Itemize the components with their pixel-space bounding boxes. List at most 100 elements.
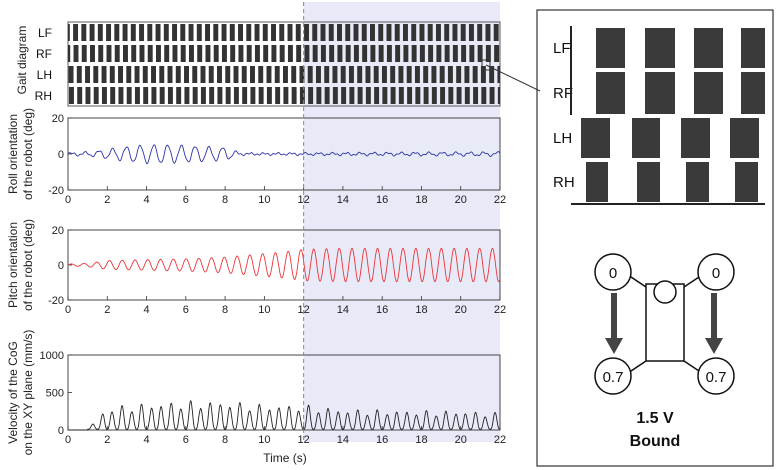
gait-bar xyxy=(254,24,260,41)
gait-bar xyxy=(250,87,256,104)
inset-gait-bar xyxy=(581,118,610,158)
gait-bar xyxy=(370,45,376,62)
x-tick-label: 2 xyxy=(104,434,110,446)
inset-gait-bar xyxy=(681,118,710,158)
gait-bar xyxy=(217,87,223,104)
gait-bar xyxy=(497,87,500,104)
gait-bar xyxy=(200,87,206,104)
x-tick-label: 6 xyxy=(183,194,189,206)
gait-bar xyxy=(106,45,112,62)
node-right-top-label: 0 xyxy=(712,265,720,282)
gait-bar xyxy=(411,45,417,62)
gait-bar xyxy=(188,24,194,41)
inset-leg-label-lf: LF xyxy=(553,40,571,57)
gait-bar xyxy=(427,24,433,41)
gait-bar xyxy=(176,87,182,104)
gait-bar xyxy=(163,24,169,41)
gait-bar xyxy=(456,66,462,83)
gait-frame xyxy=(67,21,501,107)
gait-bar xyxy=(147,45,153,62)
gait-bar xyxy=(460,24,466,41)
gait-bar xyxy=(406,66,412,83)
gait-bar xyxy=(485,45,491,62)
gait-bar xyxy=(353,45,359,62)
gait-bar xyxy=(77,87,83,104)
gait-bar xyxy=(76,66,82,83)
gait-bar xyxy=(447,66,453,83)
inset-gait-bar xyxy=(694,28,723,68)
gait-bar xyxy=(254,45,260,62)
x-tick-label: 8 xyxy=(222,304,228,316)
gait-bar xyxy=(230,45,236,62)
gait-bar xyxy=(452,24,458,41)
gait-bar xyxy=(246,45,252,62)
gait-bar xyxy=(159,87,165,104)
bound-graph: 0 0 0.7 0.7 xyxy=(594,253,735,395)
gait-bar xyxy=(419,24,425,41)
series-line xyxy=(67,144,501,165)
gait-bar xyxy=(205,24,211,41)
gait-bar xyxy=(114,24,120,41)
gait-bar xyxy=(123,45,128,62)
gait-bar xyxy=(307,66,313,83)
gait-bar xyxy=(164,45,170,62)
gait-bar xyxy=(68,45,71,62)
gait-bar xyxy=(381,66,387,83)
gait-bar xyxy=(440,87,446,104)
gait-bar xyxy=(109,66,115,83)
gait-bar xyxy=(320,24,326,41)
gait-bar xyxy=(271,24,276,41)
series-line xyxy=(67,247,501,283)
gait-bar xyxy=(357,87,363,104)
x-tick-label: 22 xyxy=(494,194,506,206)
gait-bar xyxy=(431,66,437,83)
inset-gait-bar xyxy=(586,162,608,202)
gait-bar xyxy=(81,45,87,62)
x-tick-label: 4 xyxy=(143,304,149,316)
inset-caption-gait: Bound xyxy=(630,433,681,450)
inset-gait-bar xyxy=(735,162,758,202)
gait-bar xyxy=(415,87,421,104)
gait-bar xyxy=(98,45,104,62)
gait-bar xyxy=(68,66,74,83)
y-tick-label: -20 xyxy=(48,185,64,197)
gait-bar xyxy=(101,87,107,104)
gait-bar xyxy=(110,87,116,104)
gait-bar xyxy=(402,24,408,41)
gait-bar xyxy=(175,66,181,83)
gait-bar xyxy=(291,87,297,104)
x-tick-label: 18 xyxy=(415,194,427,206)
gait-bar xyxy=(93,87,99,104)
node-right-top xyxy=(697,253,735,291)
x-tick-label: 8 xyxy=(222,434,228,446)
gait-bar xyxy=(461,45,467,62)
gait-bar xyxy=(93,66,99,83)
gait-bar xyxy=(151,66,156,83)
gait-bar xyxy=(435,24,441,41)
x-tick-label: 14 xyxy=(337,194,349,206)
gait-bar xyxy=(365,66,371,83)
gait-bar xyxy=(489,66,495,83)
inset-pointer xyxy=(485,64,541,92)
gait-bar xyxy=(151,87,157,104)
gait-bar xyxy=(312,45,318,62)
x-tick-label: 22 xyxy=(494,304,506,316)
gait-bar xyxy=(452,45,458,62)
gait-bar xyxy=(348,66,354,83)
gait-bar xyxy=(456,87,462,104)
x-tick-label: 16 xyxy=(376,194,388,206)
gait-bar xyxy=(304,24,309,41)
gait-bar xyxy=(374,87,380,104)
gait-bar xyxy=(142,66,148,83)
gait-bar xyxy=(480,66,486,83)
gait-bar xyxy=(370,24,375,41)
gait-bar xyxy=(130,24,136,41)
x-axis-label: Time (s) xyxy=(263,451,307,465)
x-tick-label: 18 xyxy=(415,434,427,446)
gait-bar xyxy=(97,24,103,41)
gait-leg-label-rf: RF xyxy=(36,47,52,61)
gait-bar xyxy=(250,66,255,83)
gait-bar xyxy=(287,45,293,62)
y-tick-label: 0 xyxy=(58,425,64,437)
